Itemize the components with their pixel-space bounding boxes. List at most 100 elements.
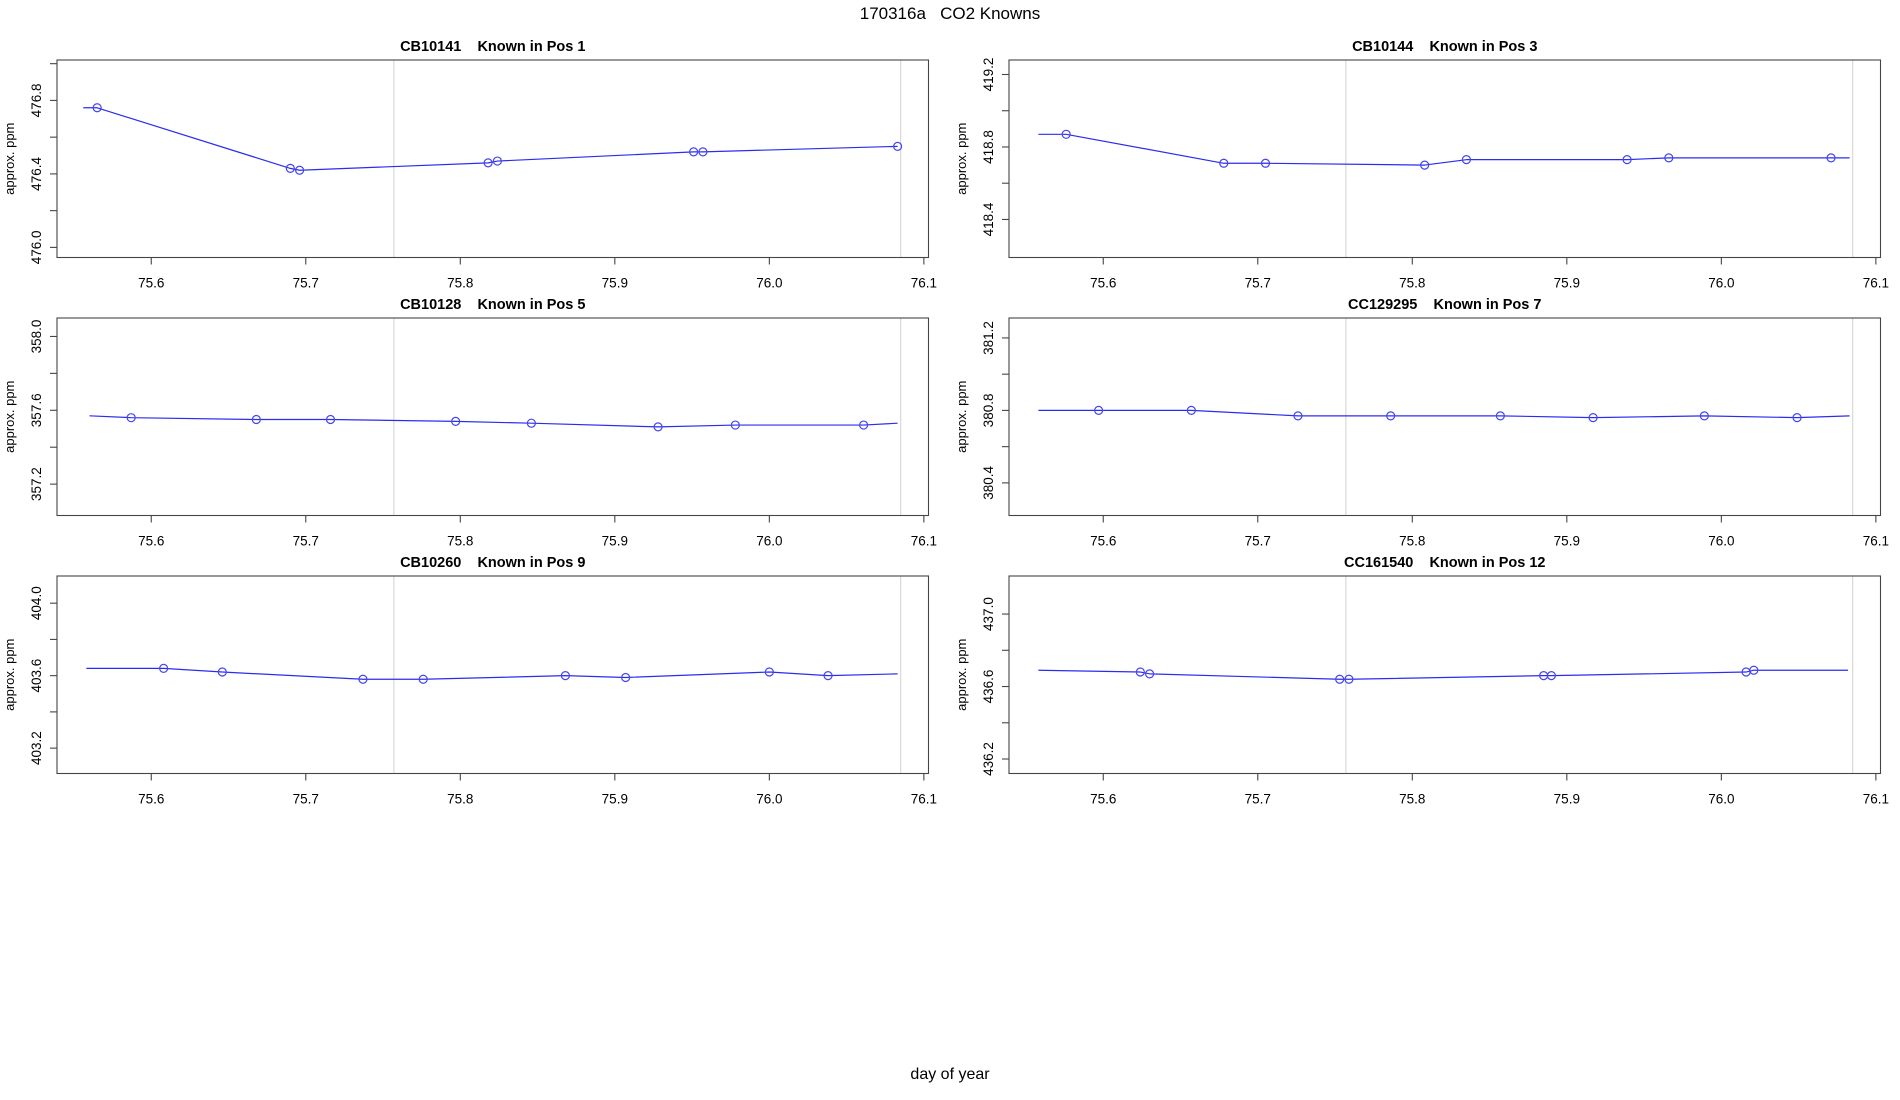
plot-box [56, 317, 930, 516]
data-point [1699, 410, 1709, 421]
plot-panel-pos3: 75.6 75.7 75.8 75.9 76.0 76.1 418.4 418.8 419.2 a… [952, 25, 1900, 297]
plot-box [56, 58, 930, 258]
y-tick-label: 404.0 [29, 586, 44, 620]
plot-panel-pos1: 75.6 75.7 75.8 75.9 76.0 76.1 476.0 476.4 476.8 a… [0, 25, 954, 297]
reference-lines [1344, 575, 1853, 774]
subplot-CB10144: 75.6 75.7 75.8 75.9 76.0 76.1 418.4 418.8 419.2 a… [954, 39, 1889, 291]
y-tick-label: 437.0 [981, 597, 996, 631]
figure-title: 170316a CO2 Knowns [859, 4, 1041, 23]
x-tick-label: 76.0 [1708, 275, 1734, 290]
data-point [294, 165, 305, 175]
x-tick-label: 75.7 [293, 533, 319, 548]
x-tick-label: 75.8 [447, 275, 473, 290]
plot-box [1007, 58, 1881, 258]
data-point [1093, 405, 1103, 415]
y-axis-title: approx. ppm [2, 122, 17, 194]
y-tick-label: 436.6 [981, 669, 996, 703]
x-axis: 75.6 75.7 75.8 75.9 76.0 76.1 [1090, 773, 1889, 806]
subplot-CB10260: 75.6 75.7 75.8 75.9 76.0 76.1 403.2 403.6 404.0 a… [2, 555, 937, 807]
data-point [358, 674, 368, 684]
subplot-title: CB10141 Known in Pos 1 [400, 39, 585, 55]
y-tick-label: 358.0 [29, 319, 44, 353]
data-point [892, 141, 903, 151]
y-axis: 418.4 418.8 419.2 [981, 57, 1009, 236]
subplot-CB10128: 75.6 75.7 75.8 75.9 76.0 76.1 357.2 357.6 358.0 a… [2, 297, 937, 549]
plot-panel-pos5: 75.6 75.7 75.8 75.9 76.0 76.1 357.2 357.6 358.0 a… [0, 283, 954, 555]
x-axis: 75.6 75.7 75.8 75.9 76.0 76.1 [1090, 257, 1889, 290]
x-tick-label: 76.1 [1862, 275, 1888, 290]
y-tick-label: 476.4 [29, 156, 44, 190]
data-line [1037, 409, 1850, 418]
data-point [764, 667, 774, 677]
x-tick-label: 76.0 [1708, 791, 1734, 806]
data-point [1546, 670, 1556, 680]
data-point [1260, 158, 1270, 168]
data-markers [126, 412, 869, 432]
data-point [483, 157, 493, 167]
y-axis-title: approx. ppm [2, 638, 17, 710]
x-tick-label: 75.9 [1553, 275, 1579, 290]
y-axis-title: approx. ppm [954, 122, 969, 194]
data-point [1663, 152, 1673, 162]
x-axis: 75.6 75.7 75.8 75.9 76.0 76.1 [1090, 515, 1889, 548]
data-point [1218, 158, 1228, 168]
data-line [1037, 133, 1850, 166]
x-axis: 75.6 75.7 75.8 75.9 76.0 76.1 [138, 257, 937, 290]
data-point [1825, 152, 1836, 162]
x-tick-label: 75.8 [1399, 791, 1425, 806]
x-tick-label: 76.1 [911, 533, 937, 548]
y-tick-label: 380.4 [981, 465, 996, 499]
x-tick-label: 75.6 [1090, 791, 1116, 806]
y-tick-label: 357.6 [29, 393, 44, 427]
x-tick-label: 75.9 [602, 533, 628, 548]
y-axis-title: approx. ppm [954, 638, 969, 710]
x-tick-label: 75.7 [293, 791, 319, 806]
x-tick-label: 75.9 [602, 275, 628, 290]
y-tick-label: 436.2 [981, 742, 996, 776]
plot-box [56, 575, 930, 774]
x-tick-label: 76.1 [1862, 533, 1888, 548]
y-tick-label: 381.2 [981, 321, 996, 355]
data-point [560, 670, 570, 680]
data-point [1186, 405, 1196, 415]
data-line [1037, 669, 1848, 680]
x-tick-label: 75.6 [138, 275, 164, 290]
x-tick-label: 76.0 [1708, 533, 1734, 548]
x-tick-label: 75.7 [1244, 275, 1270, 290]
data-point [418, 674, 428, 684]
plot-panel-pos7: 75.6 75.7 75.8 75.9 76.0 76.1 380.4 380.8 381.2 a… [952, 283, 1900, 555]
x-tick-label: 75.7 [1244, 533, 1270, 548]
x-tick-label: 75.7 [1244, 791, 1270, 806]
plot-panel-pos12: 75.6 75.7 75.8 75.9 76.0 76.1 436.2 436.6 437.0 a… [952, 541, 1900, 813]
y-tick-label: 403.2 [29, 731, 44, 765]
x-tick-label: 76.0 [756, 275, 782, 290]
x-tick-label: 76.1 [911, 791, 937, 806]
x-tick-label: 75.9 [602, 791, 628, 806]
data-point [823, 670, 833, 680]
subplot-title: CC129295 Known in Pos 7 [1348, 297, 1541, 313]
plot-box [1007, 317, 1881, 516]
y-axis: 403.2 403.6 404.0 [29, 586, 57, 765]
data-point [1461, 154, 1471, 164]
data-point [325, 414, 336, 424]
data-point [1587, 412, 1598, 422]
x-tick-label: 76.1 [1862, 791, 1888, 806]
y-axis: 436.2 436.6 437.0 [981, 597, 1009, 776]
data-point [1385, 410, 1395, 421]
data-point [1495, 410, 1505, 421]
subplot-title: CC161540 Known in Pos 12 [1344, 555, 1545, 571]
y-axis-title: approx. ppm [954, 380, 969, 452]
data-markers [159, 663, 833, 684]
x-tick-label: 76.1 [911, 275, 937, 290]
data-point [451, 416, 461, 426]
data-line [83, 106, 898, 171]
x-tick-label: 76.0 [756, 533, 782, 548]
x-tick-label: 75.8 [1399, 275, 1425, 290]
x-tick-label: 75.6 [138, 533, 164, 548]
x-axis: 75.6 75.7 75.8 75.9 76.0 76.1 [138, 515, 937, 548]
data-point [689, 146, 699, 156]
x-axis: 75.6 75.7 75.8 75.9 76.0 76.1 [138, 773, 937, 806]
data-point [730, 420, 740, 430]
data-point [698, 146, 708, 156]
y-axis-title: approx. ppm [2, 380, 17, 452]
